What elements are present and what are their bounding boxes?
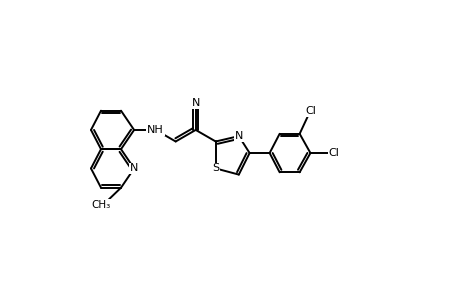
- Text: S: S: [212, 164, 219, 173]
- Text: N: N: [191, 98, 200, 108]
- Text: Cl: Cl: [304, 106, 315, 116]
- Text: N: N: [234, 131, 242, 141]
- Text: NH: NH: [147, 125, 164, 135]
- Text: Cl: Cl: [328, 148, 339, 158]
- Text: N: N: [129, 164, 138, 173]
- Text: CH₃: CH₃: [91, 200, 110, 210]
